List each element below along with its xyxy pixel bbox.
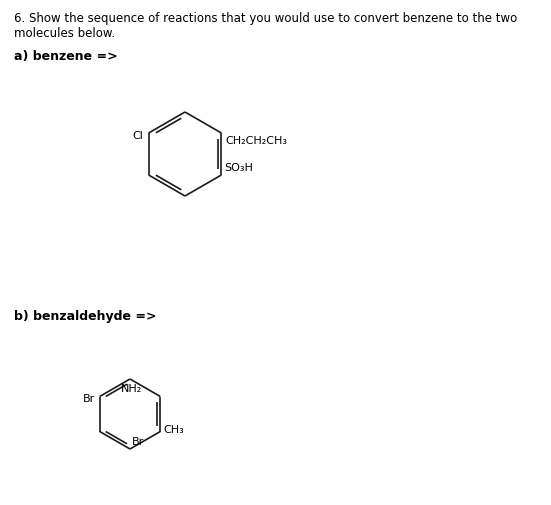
Text: SO₃H: SO₃H: [224, 163, 253, 173]
Text: CH₃: CH₃: [163, 425, 184, 435]
Text: Cl: Cl: [133, 131, 144, 141]
Text: b) benzaldehyde =>: b) benzaldehyde =>: [14, 310, 156, 322]
Text: molecules below.: molecules below.: [14, 27, 115, 40]
Text: a) benzene =>: a) benzene =>: [14, 50, 117, 63]
Text: 6. Show the sequence of reactions that you would use to convert benzene to the t: 6. Show the sequence of reactions that y…: [14, 12, 517, 25]
Text: NH₂: NH₂: [120, 383, 142, 393]
Text: CH₂CH₂CH₃: CH₂CH₂CH₃: [225, 136, 288, 146]
Text: Br: Br: [132, 436, 144, 446]
Text: Br: Br: [83, 394, 95, 403]
